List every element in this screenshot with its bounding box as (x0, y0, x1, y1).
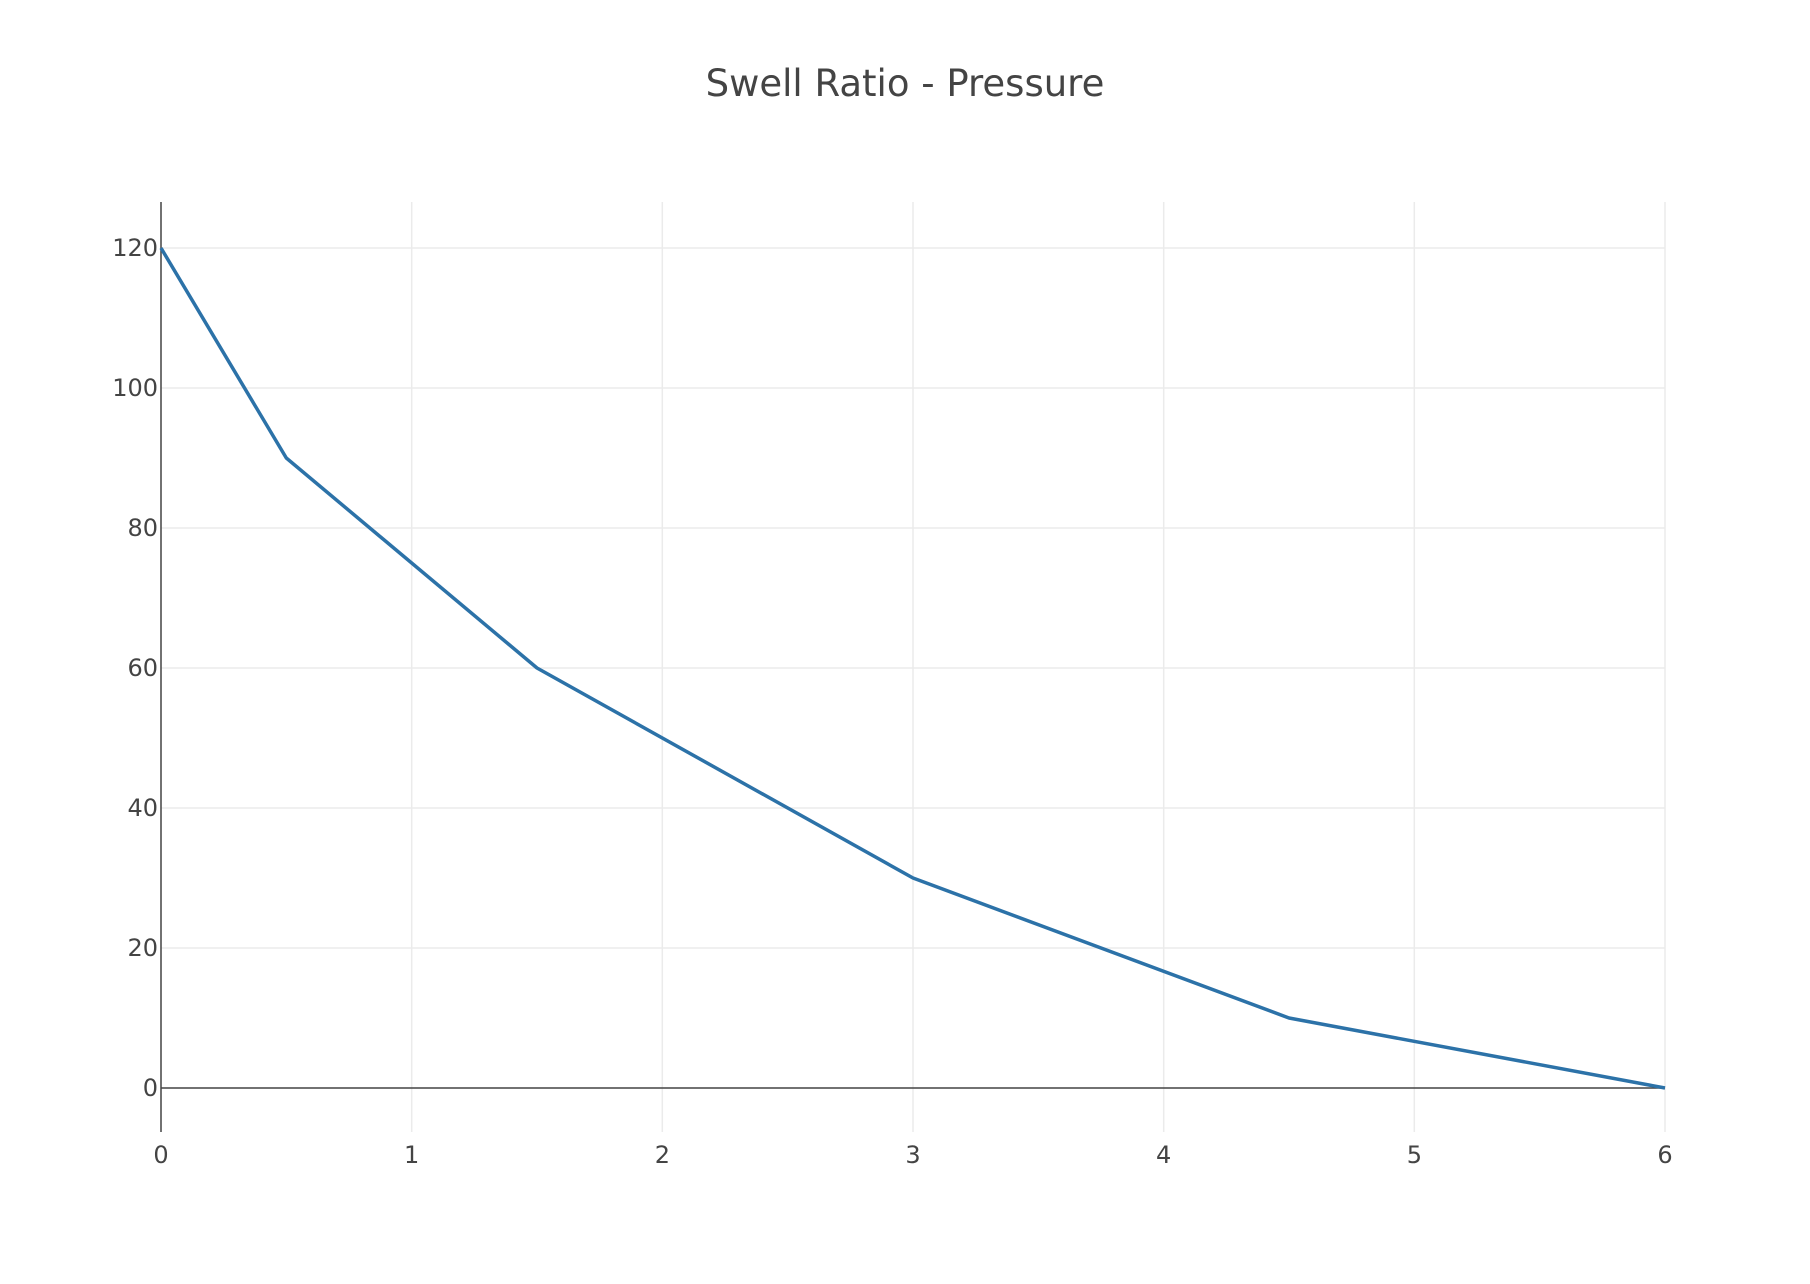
series-group (159, 247, 1666, 1090)
x-tick-label: 6 (1657, 1141, 1672, 1169)
y-tick-label: 40 (127, 794, 158, 822)
chart-title: Swell Ratio - Pressure (705, 62, 1105, 105)
x-tick-label: 0 (153, 1141, 168, 1169)
y-gridlines (161, 247, 1665, 949)
y-tick-label: 80 (127, 514, 158, 542)
x-tick-label: 4 (1156, 1141, 1171, 1169)
axes (160, 202, 1665, 1132)
y-tick-label: 20 (127, 934, 158, 962)
x-gridlines (410, 202, 1666, 1132)
x-tick-label: 3 (905, 1141, 920, 1169)
y-tick-label: 0 (143, 1074, 158, 1102)
y-tick-labels: 0 20 40 60 80 100 120 (112, 234, 158, 1102)
x-tick-label: 1 (404, 1141, 419, 1169)
series-line-0 (159, 247, 1666, 1090)
x-tick-labels: 0 1 2 3 4 5 6 (153, 1141, 1672, 1169)
y-tick-label: 60 (127, 654, 158, 682)
y-tick-label: 120 (112, 234, 158, 262)
x-tick-label: 2 (655, 1141, 670, 1169)
x-tick-label: 5 (1407, 1141, 1422, 1169)
y-tick-label: 100 (112, 374, 158, 402)
